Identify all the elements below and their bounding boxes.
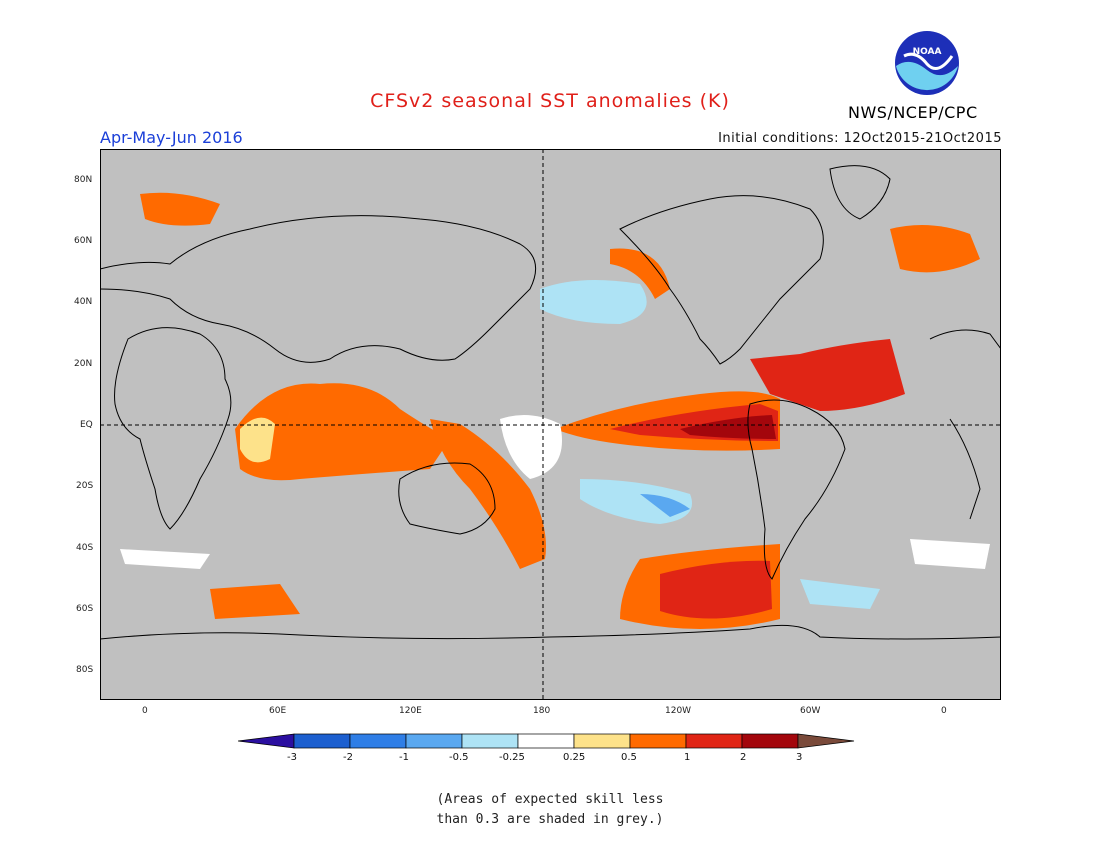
lon-label-60w: 60W [800,706,821,716]
lat-label-80s: 80S [76,665,94,675]
lat-label-eq: EQ [80,420,93,430]
legend-swatch [349,733,407,749]
legend-label: 1 [684,752,691,763]
period-label: Apr-May-Jun 2016 [100,128,243,147]
legend-swatch [293,733,351,749]
legend-swatch [517,733,575,749]
skill-note-line-1: (Areas of expected skill less [436,792,664,807]
legend-label: -2 [343,752,353,763]
legend-swatch [405,733,463,749]
logo-text: NOAA [913,47,942,57]
lon-label-120w: 120W [665,706,692,716]
initial-conditions-label: Initial conditions: 12Oct2015-21Oct2015 [718,131,1002,146]
legend-swatch [461,733,519,749]
legend-swatch [741,733,799,749]
lat-label-60s: 60S [76,604,94,614]
lat-label-80n: 80N [74,175,93,185]
legend-label: -3 [287,752,297,763]
legend-arrow-high [797,733,855,749]
noaa-logo: NOAA [895,31,959,95]
lon-label-180: 180 [533,706,551,716]
skill-note: (Areas of expected skill less than 0.3 a… [0,790,1100,830]
lon-label-120e: 120E [399,706,422,716]
agency-label: NWS/NCEP/CPC [848,103,978,122]
legend-swatch [573,733,631,749]
lat-label-60n: 60N [74,236,93,246]
lat-label-40s: 40S [76,543,94,553]
coastlines [100,165,1001,640]
sst-anomaly-map [100,149,1001,700]
lat-label-40n: 40N [74,297,93,307]
legend-swatch [629,733,687,749]
legend-label: 0.5 [621,752,637,763]
lat-label-20s: 20S [76,481,94,491]
legend-label: 3 [796,752,803,763]
lon-label-60e: 60E [269,706,287,716]
legend-arrow-low [238,733,295,749]
legend-swatch [685,733,743,749]
lon-label-0-right: 0 [941,706,947,716]
legend-label: -1 [399,752,409,763]
legend-label: 2 [740,752,747,763]
chart-title: CFSv2 seasonal SST anomalies (K) [370,90,730,112]
lat-label-20n: 20N [74,359,93,369]
map-frame [100,149,1001,700]
anomaly-fields [120,192,990,629]
lon-label-0: 0 [142,706,148,716]
skill-note-line-2: than 0.3 are shaded in grey.) [436,812,664,827]
legend-label: -0.25 [499,752,525,763]
legend-label: 0.25 [563,752,586,763]
color-legend [238,733,855,749]
legend-label: -0.5 [449,752,469,763]
